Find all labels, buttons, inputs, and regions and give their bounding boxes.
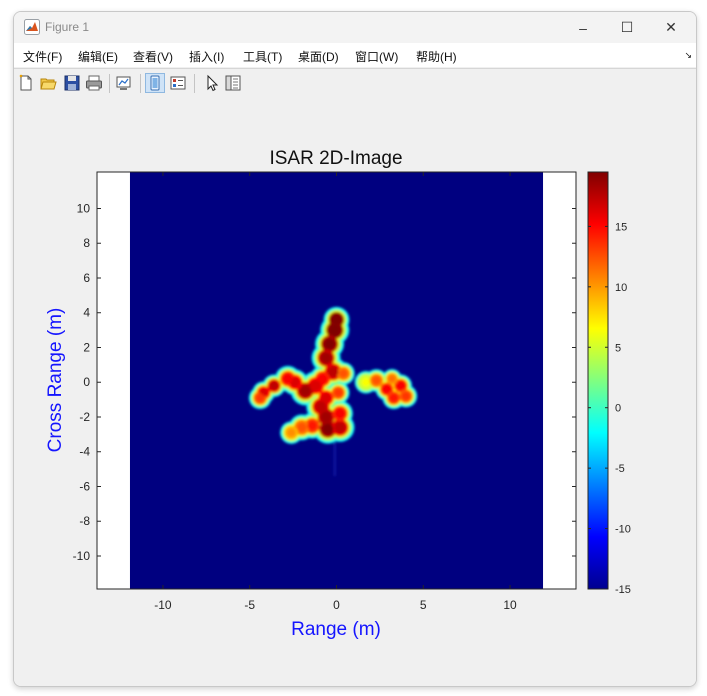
show-plot-tools-icon[interactable] xyxy=(169,74,187,92)
matlab-logo-icon xyxy=(24,19,40,35)
chart-title: ISAR 2D-Image xyxy=(269,148,402,169)
scatterer-core xyxy=(382,384,392,394)
link-plot-icon[interactable] xyxy=(115,74,133,92)
figure-canvas: ISAR 2D-Image -10 -5 0 5 10 -10 -8 -6 -4 -2 0 2 4 6 8… xyxy=(14,96,696,686)
open-property-inspector-icon[interactable] xyxy=(224,74,242,92)
scatterer-core xyxy=(324,338,336,350)
y-tick-label: -8 xyxy=(79,514,90,528)
minimize-button[interactable]: – xyxy=(560,12,606,43)
scatterer-core xyxy=(307,420,318,431)
toolbar-separator xyxy=(140,74,141,93)
new-figure-icon[interactable] xyxy=(17,74,35,92)
colorbar-tick-label: 10 xyxy=(615,282,627,294)
colorbar xyxy=(587,171,609,590)
maximize-button[interactable]: ☐ xyxy=(604,12,650,43)
figure-toolbar xyxy=(14,68,696,97)
menu-bar: 文件(F) 编辑(E) 查看(V) 插入(I) 工具(T) 桌面(D) 窗口(W… xyxy=(14,43,696,67)
scatterer-core xyxy=(283,373,293,384)
colorbar-tick-label: -5 xyxy=(615,463,625,475)
y-tick-label: -6 xyxy=(79,479,90,493)
y-tick-label: 6 xyxy=(83,271,90,285)
close-icon: ✕ xyxy=(665,19,677,35)
y-tick-label: -2 xyxy=(79,410,90,424)
scatterer-core xyxy=(396,381,405,390)
menu-desktop[interactable]: 桌面(D) xyxy=(298,50,339,64)
colorbar-tick-label: 5 xyxy=(615,342,621,354)
x-axis-ticks: -10 -5 0 5 10 xyxy=(154,172,517,612)
x-tick-label: 10 xyxy=(503,598,517,612)
colorbar-tick-label: 15 xyxy=(615,221,627,233)
scatterer-core xyxy=(322,423,334,435)
y-axis-ticks: -10 -8 -6 -4 -2 0 2 4 6 8 10 xyxy=(73,201,576,563)
scatterer-core xyxy=(310,380,322,392)
close-button[interactable]: ✕ xyxy=(648,12,694,43)
menu-tools[interactable]: 工具(T) xyxy=(243,50,283,64)
isar-plot-figure: ISAR 2D-Image -10 -5 0 5 10 -10 -8 -6 -4 -2 0 2 4 6 8… xyxy=(45,148,631,640)
scatterer-core xyxy=(299,385,311,397)
y-tick-label: 10 xyxy=(77,201,91,215)
scatterer-core xyxy=(255,393,265,403)
scatterer-core xyxy=(334,421,346,433)
colorbar-ticks: -15 -10 -5 0 5 10 15 xyxy=(588,221,631,596)
y-tick-label: 8 xyxy=(83,236,90,250)
scatterer-core xyxy=(333,388,343,397)
scatterer-layer xyxy=(248,306,418,477)
x-axis-label: Range (m) xyxy=(291,619,381,640)
y-tick-label: 2 xyxy=(83,340,90,354)
scatterer-core xyxy=(296,422,307,433)
y-tick-label: 0 xyxy=(83,375,90,389)
scatterer-core xyxy=(320,411,332,423)
edit-plot-icon[interactable] xyxy=(203,74,221,92)
x-tick-label: 5 xyxy=(420,598,427,612)
y-axis-label: Cross Range (m) xyxy=(45,308,66,453)
hide-plot-tools-icon[interactable] xyxy=(145,73,165,93)
colorbar-tick-label: 0 xyxy=(615,403,621,415)
y-tick-label: 4 xyxy=(83,306,90,320)
menu-file[interactable]: 文件(F) xyxy=(23,50,63,64)
minimize-icon: – xyxy=(579,19,587,36)
scatterer-core xyxy=(388,375,396,383)
scatterer-core xyxy=(321,393,331,403)
menu-insert[interactable]: 插入(I) xyxy=(189,50,225,64)
colorbar-tick-label: -10 xyxy=(615,524,631,536)
y-tick-label: -4 xyxy=(79,445,90,459)
scatterer-core xyxy=(372,376,381,385)
x-tick-label: -5 xyxy=(244,598,255,612)
scatterer-core xyxy=(389,393,399,403)
scatterer-core xyxy=(269,381,279,390)
open-file-icon[interactable] xyxy=(39,74,57,92)
menu-view[interactable]: 查看(V) xyxy=(133,50,173,64)
x-tick-label: -10 xyxy=(154,598,172,612)
scatterer-core xyxy=(329,324,341,336)
menu-dock-arrow-icon[interactable]: ↘ xyxy=(684,50,692,60)
scatterer-core xyxy=(331,314,342,325)
scatterer-core xyxy=(320,352,332,364)
toolbar-separator xyxy=(194,74,195,93)
scatterer-core xyxy=(287,428,296,437)
scatterer-core xyxy=(335,408,345,419)
print-icon[interactable] xyxy=(85,74,103,92)
scatterer-core xyxy=(339,369,348,378)
scatterer-core xyxy=(315,401,327,413)
x-tick-label: 0 xyxy=(333,598,340,612)
menu-help[interactable]: 帮助(H) xyxy=(416,50,457,64)
title-bar: Figure 1 – ☐ ✕ xyxy=(14,12,696,43)
window-title: Figure 1 xyxy=(45,20,90,34)
colorbar-tick-label: -15 xyxy=(615,584,631,596)
menu-window[interactable]: 窗口(W) xyxy=(355,50,399,64)
scatterer-core xyxy=(327,366,339,378)
maximize-icon: ☐ xyxy=(620,19,634,35)
scatterer-core xyxy=(317,373,328,384)
scatterer-core xyxy=(401,391,411,401)
scatterer-core xyxy=(361,377,371,387)
toolbar-separator xyxy=(109,74,110,93)
y-tick-label: -10 xyxy=(73,549,91,563)
figure-window: Figure 1 – ☐ ✕ 文件(F) 编辑(E) 查看(V) 插入(I) 工… xyxy=(13,11,697,687)
range-streak xyxy=(333,437,336,477)
menu-edit[interactable]: 编辑(E) xyxy=(78,50,118,64)
save-icon[interactable] xyxy=(63,74,81,92)
